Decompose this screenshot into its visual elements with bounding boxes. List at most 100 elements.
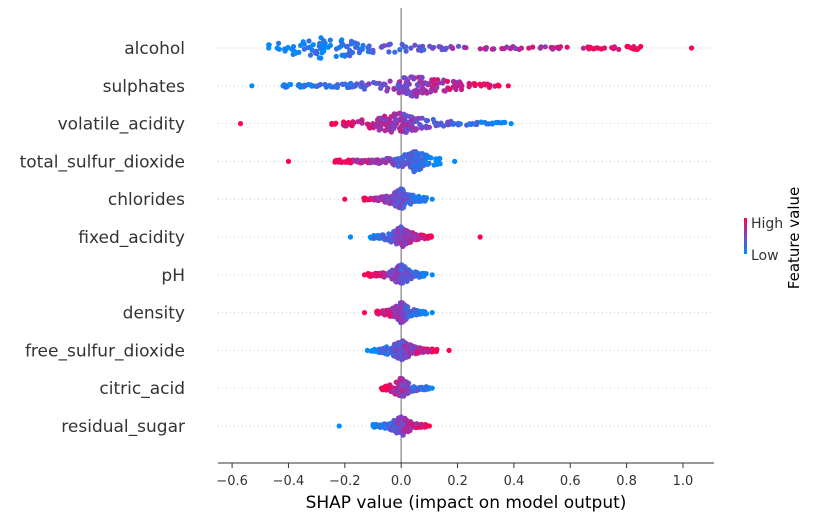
shap-point bbox=[327, 37, 333, 43]
shap-point bbox=[397, 47, 403, 53]
shap-point bbox=[371, 79, 377, 86]
shap-point bbox=[391, 388, 397, 394]
colorbar-high-label: High bbox=[751, 216, 783, 232]
shap-point bbox=[282, 83, 288, 89]
shap-point bbox=[397, 125, 403, 131]
shap-point bbox=[348, 41, 354, 47]
shap-point bbox=[455, 43, 462, 49]
shap-point bbox=[496, 83, 502, 89]
shap-point bbox=[344, 43, 350, 49]
shap-point bbox=[361, 310, 368, 316]
shap-point bbox=[398, 224, 404, 230]
shap-point bbox=[402, 354, 408, 360]
shap-point bbox=[421, 47, 427, 53]
shap-point bbox=[466, 80, 472, 87]
shap-point bbox=[333, 84, 340, 90]
shap-point bbox=[377, 346, 383, 352]
shap-point bbox=[388, 114, 394, 120]
shap-point bbox=[305, 45, 311, 51]
shap-point bbox=[370, 49, 376, 56]
shap-point bbox=[384, 351, 391, 357]
shap-point bbox=[350, 119, 356, 125]
shap-point bbox=[452, 158, 458, 164]
colorbar-low-label: Low bbox=[751, 248, 779, 264]
shap-point bbox=[417, 274, 423, 280]
shap-point bbox=[313, 48, 320, 54]
shap-point bbox=[341, 52, 347, 58]
feature-label: total_sulfur_dioxide bbox=[20, 152, 185, 172]
shap-point bbox=[406, 420, 412, 426]
shap-point bbox=[390, 352, 397, 358]
x-tick-label: 0.8 bbox=[616, 474, 637, 489]
shap-point bbox=[296, 49, 302, 56]
shap-point bbox=[413, 166, 419, 172]
shap-point bbox=[429, 310, 435, 316]
shap-point bbox=[395, 82, 401, 88]
shap-point bbox=[402, 82, 408, 88]
shap-point bbox=[403, 425, 409, 431]
shap-point bbox=[542, 44, 548, 50]
shap-point bbox=[526, 45, 532, 51]
shap-point bbox=[412, 126, 418, 132]
shap-point bbox=[631, 44, 637, 50]
shap-point bbox=[406, 232, 412, 238]
shap-point bbox=[377, 115, 383, 121]
shap-point bbox=[486, 84, 492, 90]
shap-point bbox=[343, 123, 349, 129]
shap-point bbox=[408, 345, 414, 351]
shap-point bbox=[447, 86, 453, 92]
shap-point bbox=[384, 198, 391, 204]
shap-point bbox=[486, 121, 492, 127]
shap-point bbox=[325, 44, 331, 50]
shap-point bbox=[375, 160, 381, 166]
shap-point bbox=[401, 204, 407, 210]
shap-point bbox=[557, 44, 564, 50]
shap-point bbox=[399, 268, 405, 274]
shap-point bbox=[530, 44, 536, 50]
shap-point bbox=[386, 156, 392, 162]
shap-point bbox=[384, 88, 390, 94]
shap-point bbox=[409, 74, 415, 80]
shap-point bbox=[372, 346, 378, 352]
shap-point bbox=[431, 119, 438, 126]
shap-point bbox=[342, 196, 348, 202]
shap-point bbox=[505, 83, 511, 89]
shap-point bbox=[415, 387, 421, 393]
shap-point bbox=[397, 345, 403, 351]
shap-point bbox=[436, 44, 442, 50]
shap-point bbox=[399, 163, 406, 170]
x-tick-label: 0.2 bbox=[447, 474, 468, 489]
shap-point bbox=[400, 121, 406, 127]
shap-point bbox=[433, 157, 439, 164]
shap-point bbox=[424, 160, 430, 166]
shap-point bbox=[393, 238, 399, 244]
shap-point bbox=[638, 43, 644, 50]
shap-point bbox=[395, 314, 401, 320]
data-points bbox=[237, 35, 695, 438]
shap-point bbox=[412, 236, 418, 242]
shap-point bbox=[400, 312, 407, 318]
feature-label: fixed_acidity bbox=[78, 228, 185, 248]
shap-point bbox=[387, 41, 393, 47]
feature-labels: alcohol sulphates volatile_acidity total_su… bbox=[20, 39, 186, 437]
shap-point bbox=[580, 45, 587, 51]
shap-point bbox=[444, 78, 451, 84]
shap-point bbox=[365, 197, 371, 203]
shap-point bbox=[396, 189, 402, 195]
shap-point bbox=[424, 90, 430, 96]
shap-point bbox=[429, 196, 435, 202]
shap-point bbox=[378, 126, 384, 132]
shap-point bbox=[373, 272, 379, 278]
colorbar-gradient bbox=[744, 218, 747, 254]
shap-point bbox=[386, 232, 392, 238]
shap-point bbox=[427, 43, 433, 49]
shap-point bbox=[396, 204, 403, 210]
shap-point bbox=[286, 81, 293, 88]
shap-point bbox=[302, 83, 308, 89]
shap-point bbox=[482, 45, 488, 52]
shap-point bbox=[249, 83, 255, 89]
shap-point bbox=[342, 81, 348, 87]
shap-point bbox=[392, 123, 398, 129]
shap-point bbox=[318, 55, 324, 61]
shap-point bbox=[319, 42, 325, 48]
